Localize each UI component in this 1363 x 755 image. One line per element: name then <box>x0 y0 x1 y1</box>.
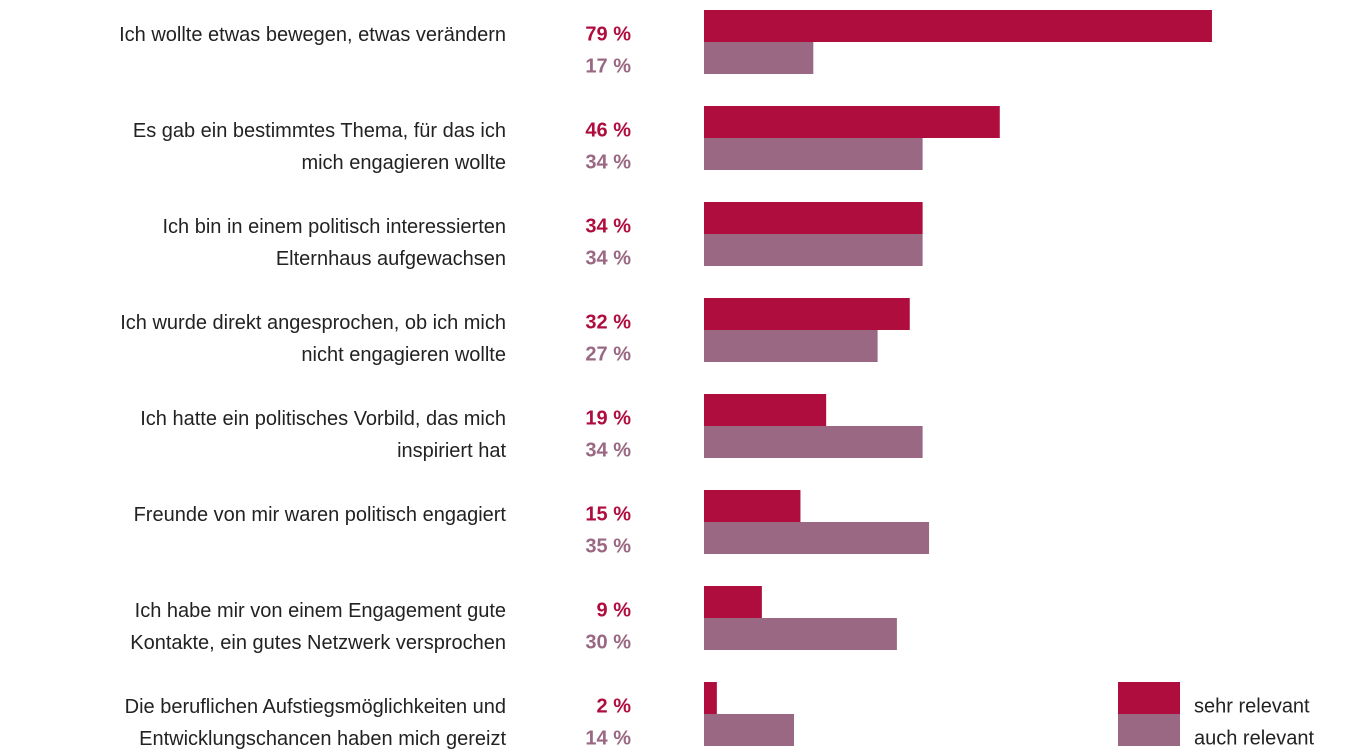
category-label: Es gab ein bestimmtes Thema, für das ich… <box>132 120 506 174</box>
bar <box>704 394 827 426</box>
bar <box>704 138 923 170</box>
bar <box>704 714 795 746</box>
bar <box>704 586 762 618</box>
value-label: 15 % <box>585 503 631 525</box>
value-label: 9 % <box>597 599 632 621</box>
bar <box>704 490 801 522</box>
value-label: 35 % <box>585 535 631 557</box>
value-label: 34 % <box>585 247 631 269</box>
bar <box>704 10 1212 42</box>
value-label: 34 % <box>585 215 631 237</box>
value-label: 2 % <box>597 695 632 717</box>
legend-swatch <box>1118 682 1180 714</box>
bar <box>704 42 814 74</box>
category-label: Ich wurde direkt angesprochen, ob ich mi… <box>120 312 506 366</box>
bar <box>704 298 910 330</box>
category-label: Ich bin in einem politisch interessierte… <box>162 216 506 270</box>
bar <box>704 618 897 650</box>
legend-label: auch relevant <box>1194 727 1315 749</box>
value-label: 32 % <box>585 311 631 333</box>
category-label: Die beruflichen Aufstiegsmöglichkeiten u… <box>124 696 506 750</box>
bar <box>704 426 923 458</box>
legend-swatch <box>1118 714 1180 746</box>
bar <box>704 522 930 554</box>
category-label: Freunde von mir waren politisch engagier… <box>133 504 506 526</box>
category-label: Ich wollte etwas bewegen, etwas veränder… <box>119 24 506 46</box>
category-label: Ich hatte ein politisches Vorbild, das m… <box>140 408 506 462</box>
bar <box>704 234 923 266</box>
category-label: Ich habe mir von einem Engagement gute K… <box>130 600 506 654</box>
legend-label: sehr relevant <box>1194 695 1310 717</box>
value-label: 34 % <box>585 151 631 173</box>
bar <box>704 330 878 362</box>
value-label: 46 % <box>585 119 631 141</box>
value-label: 30 % <box>585 631 631 653</box>
value-label: 14 % <box>585 727 631 749</box>
value-label: 34 % <box>585 439 631 461</box>
bar <box>704 106 1000 138</box>
value-label: 27 % <box>585 343 631 365</box>
value-label: 17 % <box>585 55 631 77</box>
value-label: 79 % <box>585 23 631 45</box>
bar <box>704 682 717 714</box>
bar <box>704 202 923 234</box>
value-label: 19 % <box>585 407 631 429</box>
